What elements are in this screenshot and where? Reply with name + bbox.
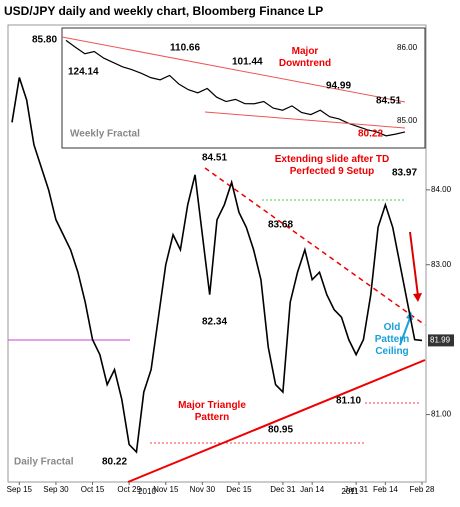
annotation: 80.95 (268, 425, 293, 436)
annotation: 84.51 (202, 153, 227, 164)
annotation: Major Triangle Pattern (178, 400, 246, 423)
annotation: 110.66 (170, 43, 200, 54)
inset-trendline (204, 111, 406, 129)
year-label: 2011 (341, 487, 359, 496)
annotation: 84.51 (376, 96, 401, 107)
price-tag-label: 81.99 (430, 336, 451, 345)
x-tick-label: Sep 15 (7, 485, 33, 494)
year-label: 2010 (138, 487, 156, 496)
inset-axis-label: 86.00 (397, 43, 418, 52)
annotation: 101.44 (232, 57, 263, 68)
x-tick-label: Dec 31 (270, 485, 296, 494)
inset-axis-label: 85.00 (397, 116, 418, 125)
x-tick-label: Feb 14 (373, 485, 398, 494)
triangle-support (127, 359, 426, 483)
annotation: 85.80 (32, 35, 57, 46)
annotation: 80.22 (358, 129, 383, 140)
inset-trendline (61, 36, 406, 103)
arrow (409, 231, 419, 297)
annotation: Major Downtrend (278, 46, 332, 69)
annotation: 94.99 (326, 81, 351, 92)
x-tick-label: Oct 29 (117, 485, 141, 494)
annotation: Weekly Fractal (70, 129, 140, 140)
note-box: Extending slide after TD Perfected 9 Set… (274, 154, 390, 177)
note-box: Old Pattern Ceiling (374, 322, 410, 357)
x-tick-label: Oct 15 (81, 485, 105, 494)
note-box: Major Triangle Pattern (178, 400, 246, 423)
x-tick-label: Nov 15 (153, 485, 179, 494)
x-tick-label: Dec 15 (226, 485, 252, 494)
downtrend-line (204, 167, 426, 326)
y-tick-label: 81.00 (431, 410, 452, 419)
price-line (11, 77, 423, 454)
note-box: Major Downtrend (278, 46, 332, 69)
annotation: 82.34 (202, 317, 227, 328)
arrow (399, 317, 411, 346)
y-tick-label: 83.00 (431, 260, 452, 269)
arrow-head (413, 293, 422, 302)
x-tick-label: Jan 31 (344, 485, 369, 494)
chart-title: USD/JPY daily and weekly chart, Bloomber… (4, 4, 323, 18)
annotation: Old Pattern Ceiling (374, 322, 410, 357)
annotation: 124.14 (68, 67, 99, 78)
annotation: 80.22 (102, 457, 127, 468)
y-tick-label: 84.00 (431, 185, 452, 194)
annotation: Daily Fractal (14, 457, 74, 468)
x-tick-label: Sep 30 (43, 485, 69, 494)
annotation: 83.68 (268, 220, 293, 231)
x-tick-label: Jan 14 (300, 485, 325, 494)
price-tag (428, 334, 454, 347)
annotation: Extending slide after TD Perfected 9 Set… (274, 154, 390, 177)
annotation: 81.10 (336, 396, 361, 407)
annotation: 83.97 (392, 168, 417, 179)
daily-plot: 84.00 83.00 81.00 Sep 15 Sep 30 Oct 15 Oct 29 N… (7, 77, 454, 494)
x-tick-label: Nov 30 (190, 485, 216, 494)
x-tick-label: Feb 28 (410, 485, 435, 494)
